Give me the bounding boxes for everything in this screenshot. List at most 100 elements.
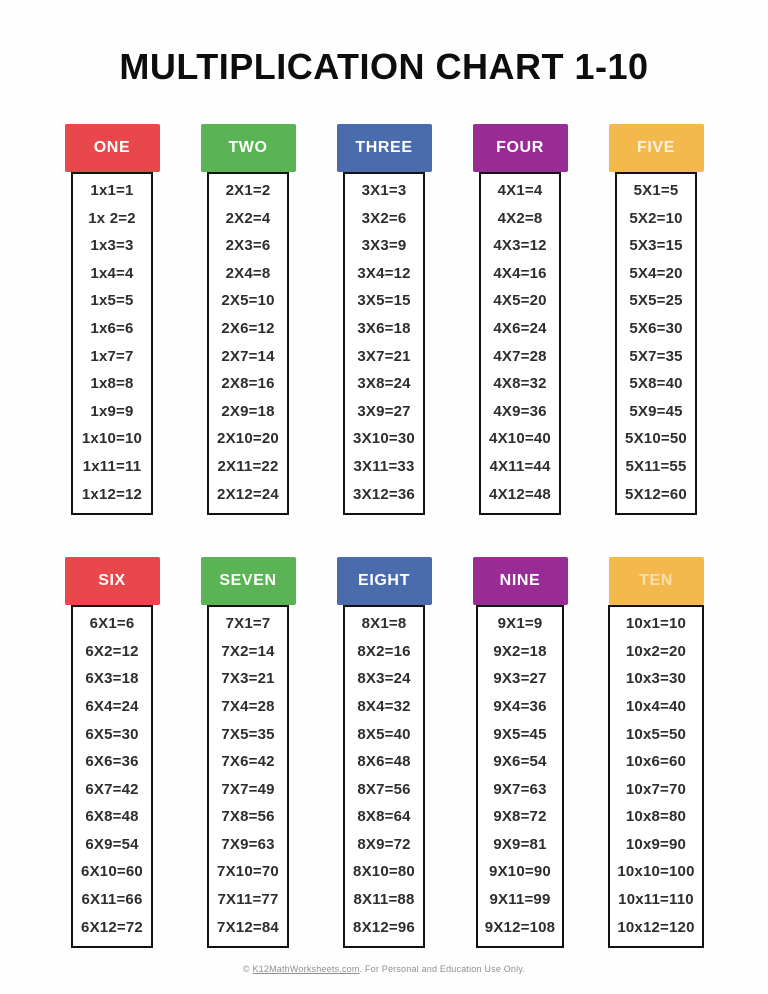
equation-cell: 10x2=20 [625, 642, 687, 660]
equation-cell: 10x6=60 [625, 753, 687, 771]
column-body: 1x1=1 1x 2=2 1x3=3 1x4=4 1x5=5 1x6=6 1x7=7 1x8=… [71, 172, 153, 516]
equation-cell: 1x6=6 [90, 319, 134, 337]
column-header-label: THREE [355, 139, 413, 156]
equation-cell: 5X7=35 [629, 347, 683, 365]
equation-cell: 7X2=14 [221, 642, 275, 660]
column-header-label: SEVEN [219, 572, 277, 590]
equation-cell: 10x1=10 [625, 615, 687, 633]
times-table-column: FIVE 5X1=5 5X2=10 5X3=15 5X4=20 5X5=25 5X6=30… [608, 124, 704, 516]
equation-cell: 6X6=36 [85, 753, 139, 771]
equation-cell: 5X1=5 [633, 182, 679, 199]
times-table-column: TEN 10x1=10 10x2=20 10x3=30 10x4=40 10x5=50 1… [608, 557, 704, 949]
equation-cell: 1x4=4 [90, 264, 134, 282]
equation-cell: 5X5=25 [629, 292, 683, 310]
times-table-column: SEVEN 7X1=7 7X2=14 7X3=21 7X4=28 7X5=35 7X6=4… [200, 557, 296, 949]
column-body: 3X1=3 3X2=6 3X3=9 3X4=12 3X5=15 3X6=18 3X7=21 3… [343, 172, 425, 516]
equation-cell: 6X8=48 [85, 808, 139, 826]
equation-cell: 8X12=96 [353, 918, 415, 936]
equation-cell: 4X5=20 [493, 292, 547, 310]
column-header-label: ONE [93, 139, 131, 156]
equation-cell: 8X9=72 [357, 835, 411, 853]
equation-cell: 1x10=10 [81, 430, 143, 448]
equation-cell: 10x3=30 [625, 670, 687, 688]
equation-cell: 1x11=11 [82, 457, 142, 475]
times-table-column: SIX 6X1=6 6X2=12 6X3=18 6X4=24 6X5=30 6X6=36 6… [64, 557, 160, 949]
times-table-column: FOUR 4X1=4 4X2=8 4X3=12 4X4=16 4X5=20 4X6=24 4… [472, 124, 568, 516]
footer-prefix: © [242, 964, 253, 974]
equation-cell: 3X2=6 [361, 209, 407, 227]
equation-cell: 2X5=10 [221, 292, 275, 310]
equation-cell: 9X5=45 [493, 725, 547, 743]
equation-cell: 8X2=16 [357, 642, 411, 660]
equation-cell: 1x3=3 [90, 237, 134, 255]
equation-cell: 7X12=84 [217, 918, 279, 936]
column-body: 4X1=4 4X2=8 4X3=12 4X4=16 4X5=20 4X6=24 4X7=28… [479, 172, 561, 516]
equation-cell: 2X2=4 [225, 209, 271, 227]
equation-cell: 7X9=63 [221, 835, 275, 853]
equation-cell: 10x9=90 [625, 835, 687, 853]
equation-cell: 1x5=5 [90, 292, 134, 310]
equation-cell: 5X10=50 [625, 430, 687, 448]
times-table-column: ONE 1x1=1 1x 2=2 1x3=3 1x4=4 1x5=5 1x6=6 1x7=7… [64, 124, 160, 516]
equation-cell: 6X12=72 [81, 918, 143, 936]
column-header: SEVEN [200, 557, 296, 606]
equation-cell: 8X10=80 [353, 863, 415, 881]
equation-cell: 3X9=27 [357, 402, 411, 420]
equation-cell: 10x12=120 [617, 918, 695, 936]
footer-link[interactable]: K12MathWorksheets.com [252, 964, 360, 974]
equation-cell: 7X7=49 [221, 780, 275, 798]
equation-cell: 5X6=30 [629, 319, 683, 337]
equation-cell: 5X2=10 [629, 209, 683, 227]
equation-cell: 8X6=48 [357, 753, 411, 771]
equation-cell: 1x7=7 [90, 347, 134, 365]
equation-cell: 6X1=6 [89, 615, 135, 633]
equation-cell: 8X4=32 [357, 697, 411, 715]
equation-cell: 5X12=60 [625, 485, 687, 503]
equation-cell: 9X11=99 [489, 891, 551, 909]
equation-cell: 10x8=80 [625, 808, 687, 826]
equation-cell: 7X6=42 [221, 753, 275, 771]
equation-cell: 6X2=12 [85, 642, 139, 660]
equation-cell: 6X11=66 [81, 891, 143, 909]
equation-cell: 3X3=9 [361, 237, 407, 255]
column-body: 10x1=10 10x2=20 10x3=30 10x4=40 10x5=50 10x6=… [608, 605, 704, 949]
equation-cell: 5X3=15 [629, 237, 683, 255]
equation-cell: 3X6=18 [357, 319, 411, 337]
equation-cell: 8X1=8 [361, 615, 407, 633]
footer-copyright: © K12MathWorksheets.com. For Personal an… [0, 964, 768, 974]
equation-cell: 2X3=6 [225, 237, 271, 255]
equation-cell: 5X4=20 [629, 264, 683, 282]
column-body: 6X1=6 6X2=12 6X3=18 6X4=24 6X5=30 6X6=36 6X7=4… [71, 605, 153, 949]
equation-cell: 9X1=9 [497, 615, 543, 633]
equation-cell: 8X7=56 [357, 780, 411, 798]
column-header-label: FIVE [637, 139, 675, 156]
column-header: SIX [64, 557, 160, 606]
equation-cell: 1x 2=2 [88, 209, 136, 227]
page-title: MULTIPLICATION CHART 1-10 [119, 46, 649, 87]
equation-cell: 6X9=54 [85, 835, 139, 853]
equation-cell: 8X3=24 [357, 670, 411, 688]
equation-cell: 4X2=8 [497, 209, 543, 227]
equation-cell: 10x4=40 [625, 697, 687, 715]
equation-cell: 6X3=18 [85, 670, 139, 688]
column-header: EIGHT [336, 557, 432, 606]
equation-cell: 4X6=24 [493, 319, 547, 337]
equation-cell: 3X7=21 [357, 347, 411, 365]
times-table-column: NINE 9X1=9 9X2=18 9X3=27 9X4=36 9X5=45 9X6=54… [472, 557, 568, 949]
equation-cell: 9X7=63 [493, 780, 547, 798]
column-header-label: FOUR [496, 139, 544, 156]
column-header: TEN [608, 557, 704, 606]
column-body: 8X1=8 8X2=16 8X3=24 8X4=32 8X5=40 8X6=48 8X7=5… [343, 605, 425, 949]
column-header-label: TEN [639, 572, 673, 590]
column-body: 5X1=5 5X2=10 5X3=15 5X4=20 5X5=25 5X6=30 5X7=3… [615, 172, 697, 516]
equation-cell: 2X4=8 [225, 264, 271, 282]
equation-cell: 10x7=70 [625, 780, 687, 798]
column-body: 9X1=9 9X2=18 9X3=27 9X4=36 9X5=45 9X6=54 9X7=6… [475, 605, 565, 949]
equation-cell: 5X9=45 [629, 402, 683, 420]
column-header: FIVE [608, 124, 704, 172]
column-header: THREE [336, 124, 432, 172]
equation-cell: 1x12=12 [81, 485, 143, 503]
equation-cell: 4X7=28 [493, 347, 547, 365]
equation-cell: 3X8=24 [357, 375, 411, 393]
column-header-label: EIGHT [358, 572, 410, 590]
